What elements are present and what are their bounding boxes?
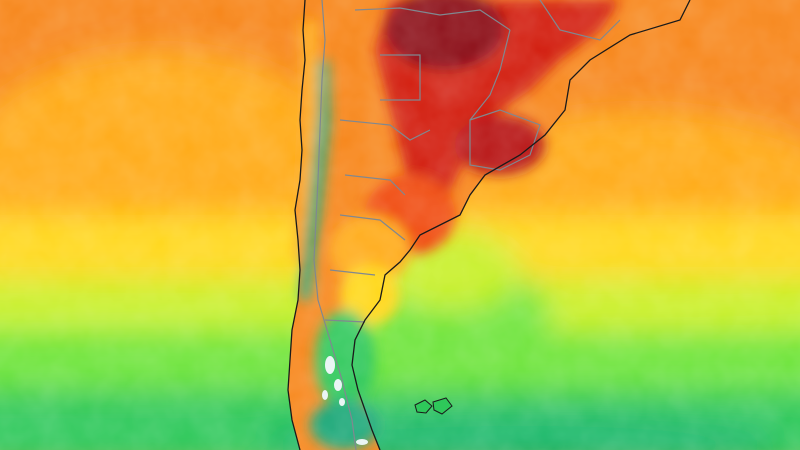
- political-borders: [313, 0, 621, 450]
- argentina-paraguay-border: [469, 29, 511, 121]
- west-falkland: [414, 399, 433, 414]
- province-line: [329, 269, 376, 276]
- atlantic-coast: [351, 0, 691, 450]
- province-line: [324, 319, 366, 323]
- uruguay-border: [469, 109, 541, 171]
- falkland-islands: [414, 397, 453, 415]
- pacific-coast: [287, 0, 306, 450]
- east-falkland: [432, 397, 453, 415]
- chile-argentina-border: [313, 0, 357, 450]
- argentina-bolivia-border: [354, 7, 511, 31]
- province-line: [339, 214, 406, 241]
- province-line: [339, 119, 431, 141]
- coastline: [287, 0, 691, 450]
- province-line: [539, 0, 621, 41]
- province-line: [380, 54, 421, 101]
- province-line: [344, 174, 406, 196]
